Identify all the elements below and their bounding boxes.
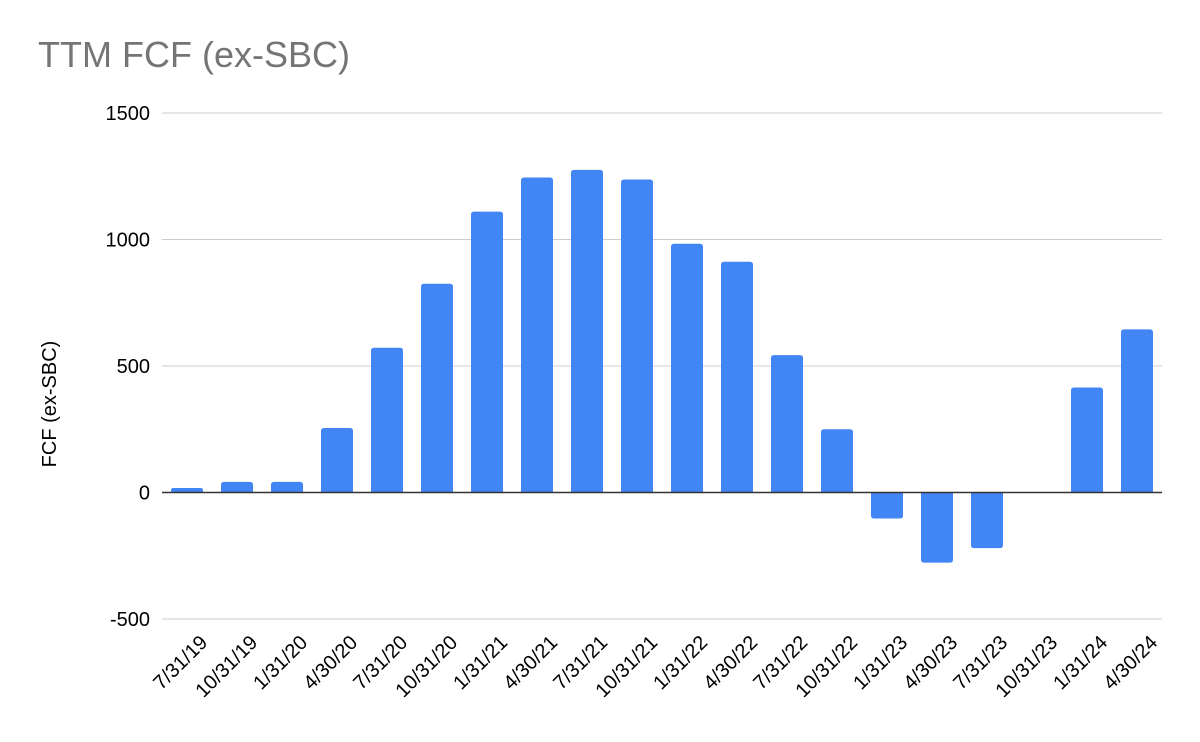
y-tick-label: 0 [139,483,150,505]
bar [171,487,203,493]
gridlines [162,112,1162,620]
bar [371,347,403,493]
bar [571,169,603,493]
bar [721,261,753,493]
x-tick-label: 4/30/24 [1099,632,1162,695]
bar [521,177,553,493]
bar [471,211,503,493]
x-tick-label: 1/31/21 [449,632,512,695]
x-tick-label: 1/31/24 [1049,632,1112,695]
bar [771,355,803,493]
y-tick-labels: -500 0 500 1000 1500 [106,103,151,631]
x-tick-label: 4/30/22 [699,632,762,695]
bar [1121,329,1153,493]
bars [171,169,1153,563]
x-tick-label: 4/30/20 [299,632,362,695]
x-tick-label: 1/31/22 [649,632,712,695]
bar [871,492,903,519]
bar [221,481,253,493]
bar [671,243,703,493]
bar [921,492,953,563]
x-tick-label: 4/30/21 [499,632,562,695]
bar [621,179,653,493]
bar [321,427,353,493]
y-tick-label: 500 [117,356,150,378]
bar [971,492,1003,549]
x-tick-label: 4/30/23 [899,632,962,695]
bar [821,429,853,493]
x-tick-labels: 7/31/1910/31/191/31/204/30/207/31/2010/3… [149,632,1162,703]
y-tick-label: 1500 [106,103,151,125]
bar [421,283,453,493]
y-axis-label: FCF (ex-SBC) [39,341,61,468]
y-tick-label: 1000 [106,230,151,252]
bar [1071,387,1103,493]
bar [271,481,303,493]
x-tick-label: 1/31/23 [849,632,912,695]
chart-title: TTM FCF (ex-SBC) [38,34,350,75]
y-tick-label: -500 [110,609,150,631]
x-tick-label: 1/31/20 [249,632,312,695]
